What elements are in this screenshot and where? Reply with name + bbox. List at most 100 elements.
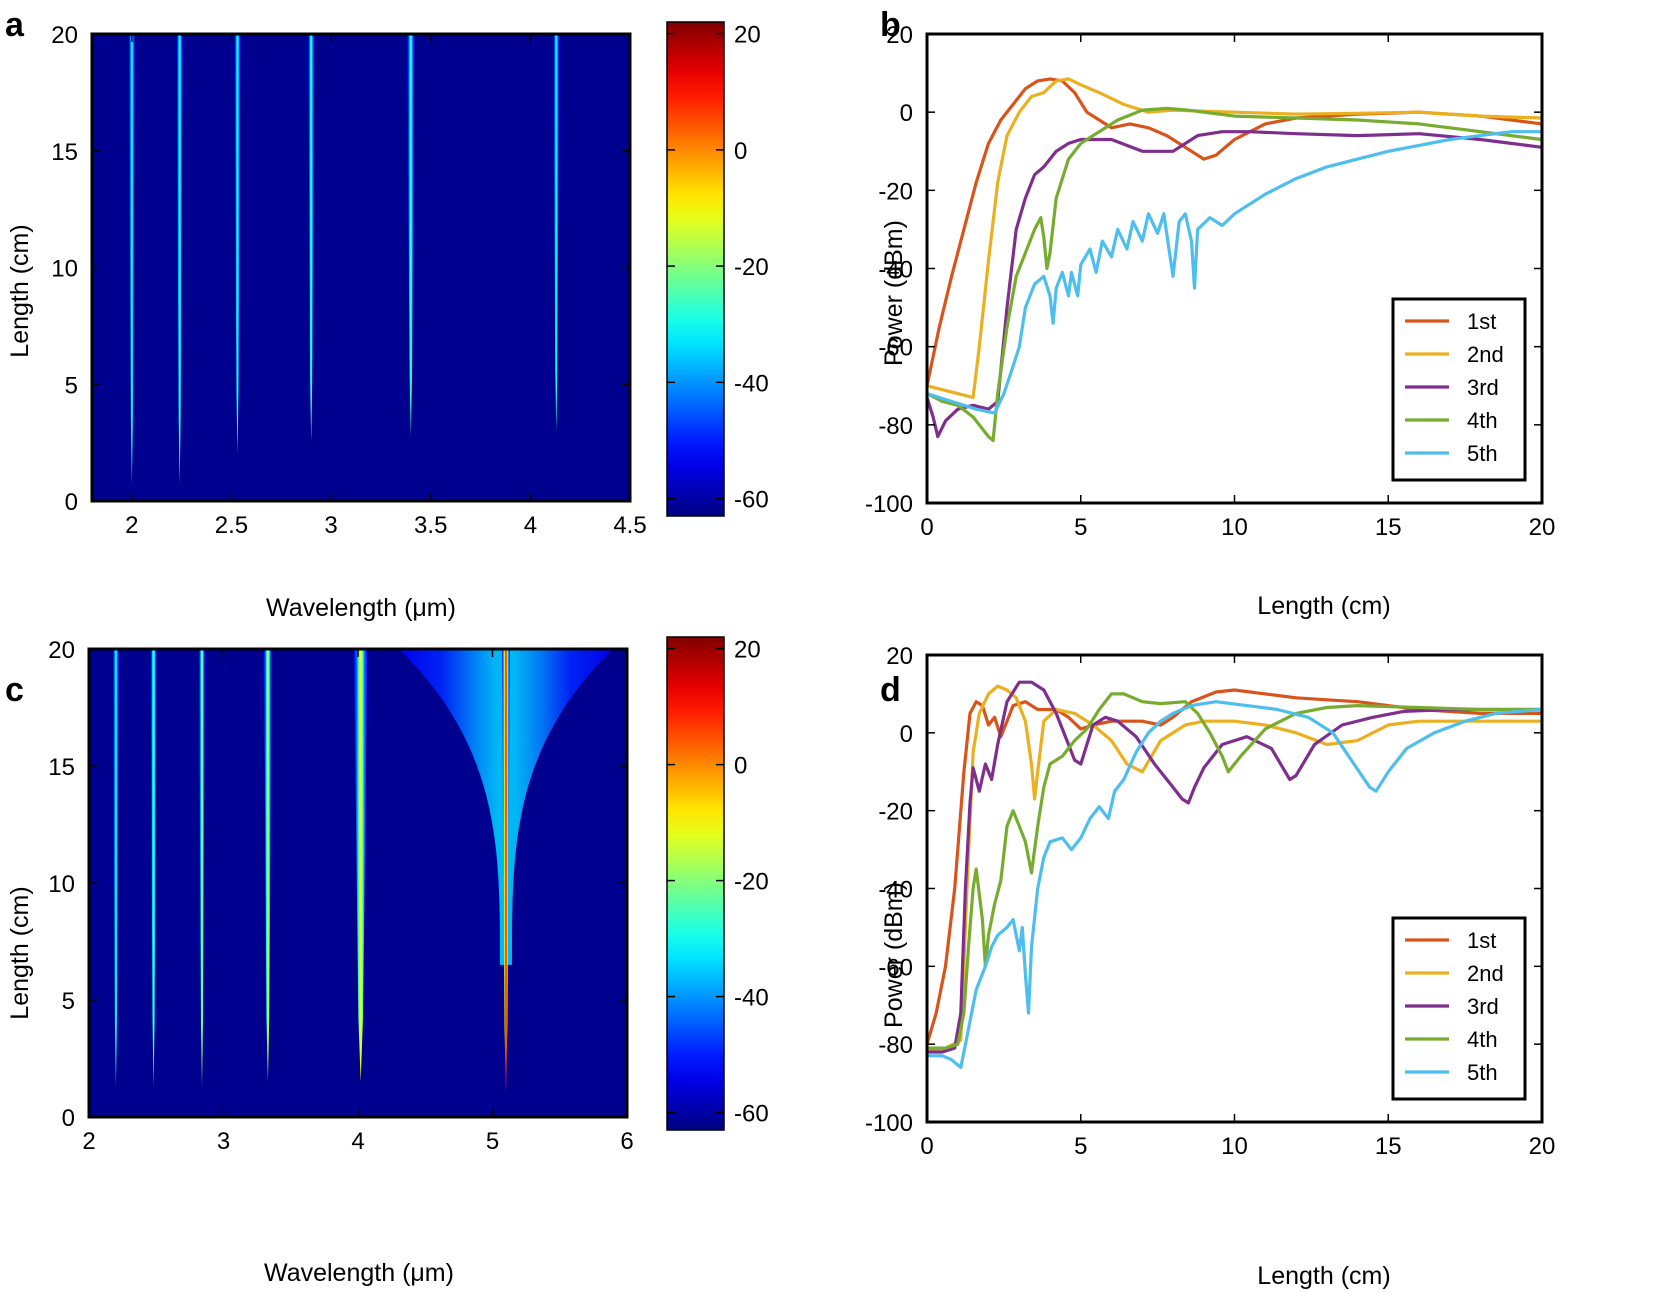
panel-d-legend: 1st 2nd 3rd 4th 5th (1391, 916, 1527, 1101)
panel-b-ytick-label: -100 (865, 491, 913, 518)
panel-d-ytick-label: -80 (878, 1032, 913, 1059)
panel-c-colorbar-gradient (666, 636, 725, 1131)
panel-a-background (92, 34, 630, 501)
panel-c-colorbar: 20 0 -20 -40 -60 (666, 636, 769, 1131)
panel-a-ytick-label: 5 (65, 372, 78, 399)
panel-b-ytick-label: -40 (878, 257, 913, 284)
panel-c-xtick-label: 5 (486, 1128, 499, 1155)
panel-b-legend-label: 1st (1467, 309, 1496, 334)
panel-c-colorbar-label: 20 (734, 637, 761, 664)
panel-b-ytick-label: 0 (900, 100, 913, 127)
panel-b-series-4th (925, 106, 1544, 443)
panel-c-colorbar-label: -20 (734, 869, 769, 896)
panel-a-harmonic-line (176, 34, 183, 485)
panel-b-legend: 1st 2nd 3rd 4th 5th (1391, 297, 1527, 482)
panel-c-ytick-label: 15 (48, 754, 75, 781)
panel-c-xtick-label: 3 (217, 1128, 230, 1155)
panel-label-a: a (5, 6, 25, 44)
panel-c-xlabel: Wavelength (μm) (264, 1259, 454, 1287)
panel-a-xlabel: Wavelength (μm) (266, 594, 456, 622)
panel-c-colorbar-label: 0 (734, 753, 747, 780)
panel-c-heatmap: c 2 3 4 5 6 0 5 10 15 20 Wavelength (μm) Length (… (5, 636, 769, 1287)
panel-a-harmonic-line (407, 34, 415, 436)
panel-a-colorbar-gradient (666, 21, 725, 517)
panel-b-ytick-label: -80 (878, 413, 913, 440)
panel-a-ytick-label: 0 (65, 489, 78, 516)
panel-b-legend-label: 4th (1467, 408, 1498, 433)
panel-b-legend-box (1391, 297, 1527, 482)
panel-d-ytick-label: -60 (878, 954, 913, 981)
panel-label-c: c (5, 671, 24, 709)
panel-a-ylabel: Length (cm) (6, 224, 34, 357)
panel-b-legend-label: 5th (1467, 441, 1498, 466)
panel-a-colorbar-label: -60 (734, 487, 769, 514)
panel-b-xtick-label: 10 (1221, 514, 1248, 541)
panel-b-series-1st (925, 77, 1544, 388)
panel-c-ytick-label: 10 (48, 871, 75, 898)
panel-d-xlabel: Length (cm) (1257, 1262, 1390, 1290)
panel-d-xtick-label: 15 (1375, 1133, 1402, 1160)
panel-d-ytick-label: 0 (900, 721, 913, 748)
panel-d-series-2nd (925, 684, 1544, 1054)
panel-c-ytick-label: 0 (62, 1105, 75, 1132)
panel-d-legend-label: 4th (1467, 1027, 1498, 1052)
panel-d-series-1st (925, 688, 1544, 1046)
panel-c-colorbar-label: -40 (734, 985, 769, 1012)
panel-b-series-5th (925, 130, 1544, 415)
panel-d-ytick-label: 20 (886, 643, 913, 670)
panel-d-series-3rd (925, 680, 1544, 1054)
panel-b-xtick-label: 5 (1074, 514, 1087, 541)
panel-c-ytick-label: 5 (62, 988, 75, 1015)
panel-d-legend-label: 1st (1467, 928, 1496, 953)
panel-d-xtick-label: 5 (1074, 1133, 1087, 1160)
panel-d-ytick-label: -100 (865, 1110, 913, 1137)
panel-a-ytick-label: 10 (51, 256, 78, 283)
panel-d-ytick-label: -20 (878, 799, 913, 826)
panel-b-ylabel: Power (dBm) (880, 220, 908, 366)
panel-b-ytick-label: -20 (878, 178, 913, 205)
panel-c-colorbar-label: -60 (734, 1101, 769, 1128)
panel-a-colorbar-label: 20 (734, 22, 761, 49)
panel-d-xtick-label: 0 (920, 1133, 933, 1160)
panel-a-harmonic-line (128, 34, 135, 485)
panel-d-series-5th (925, 700, 1544, 1070)
panel-b-xtick-label: 0 (920, 514, 933, 541)
panel-a-xtick-label: 2 (125, 512, 138, 539)
panel-c-harmonic-line (198, 649, 205, 1087)
panel-b-ytick-label: 20 (886, 22, 913, 49)
panel-d-series-4th (925, 692, 1544, 1050)
panel-a-colorbar-label: -40 (734, 370, 769, 397)
panel-d-line-chart: d 0 5 10 15 20 20 0 -20 -40 -60 -80 -100 Length (cm… (865, 643, 1555, 1290)
panel-c-xtick-label: 4 (351, 1128, 364, 1155)
panel-c-xtick-label: 2 (82, 1128, 95, 1155)
panel-c-harmonic-line (150, 649, 157, 1087)
panel-c-ylabel: Length (cm) (6, 886, 34, 1019)
panel-c-ytick-label: 20 (48, 637, 75, 664)
panel-a-colorbar-label: 0 (734, 138, 747, 165)
panel-d-legend-label: 5th (1467, 1060, 1498, 1085)
panel-d-ytick-label: -40 (878, 877, 913, 904)
panel-b-legend-label: 2nd (1467, 342, 1504, 367)
panel-a-heatmap: a 2 2.5 3 3.5 4 4.5 0 5 10 15 20 Wavelength (μm) L… (5, 6, 769, 622)
panel-a-xtick-label: 4.5 (613, 512, 646, 539)
panel-d-xtick-label: 10 (1221, 1133, 1248, 1160)
panel-b-series-2nd (925, 77, 1544, 400)
panel-c-harmonic-line (263, 649, 272, 1082)
panel-d-legend-label: 2nd (1467, 961, 1504, 986)
panel-d-legend-label: 3rd (1467, 994, 1499, 1019)
panel-a-ytick-label: 15 (51, 139, 78, 166)
panel-a-harmonic-line (308, 34, 315, 443)
panel-a-xtick-label: 2.5 (215, 512, 248, 539)
panel-c-harmonic-line (353, 649, 368, 1082)
panel-a-colorbar: 20 0 -20 -40 -60 (666, 21, 769, 517)
panel-c-xtick-label: 6 (620, 1128, 633, 1155)
panel-b-line-chart: b 0 5 10 15 20 20 0 -20 -40 -60 -80 -100 Length (cm… (865, 6, 1555, 620)
panel-b-ytick-label: -60 (878, 335, 913, 362)
panel-c-harmonic-line (112, 649, 119, 1087)
panel-label-b: b (880, 6, 901, 44)
panel-a-colorbar-label: -20 (734, 254, 769, 281)
panel-b-xlabel: Length (cm) (1257, 592, 1390, 620)
panel-c-harmonic-line (501, 649, 510, 1094)
panel-b-xtick-label: 20 (1529, 514, 1556, 541)
